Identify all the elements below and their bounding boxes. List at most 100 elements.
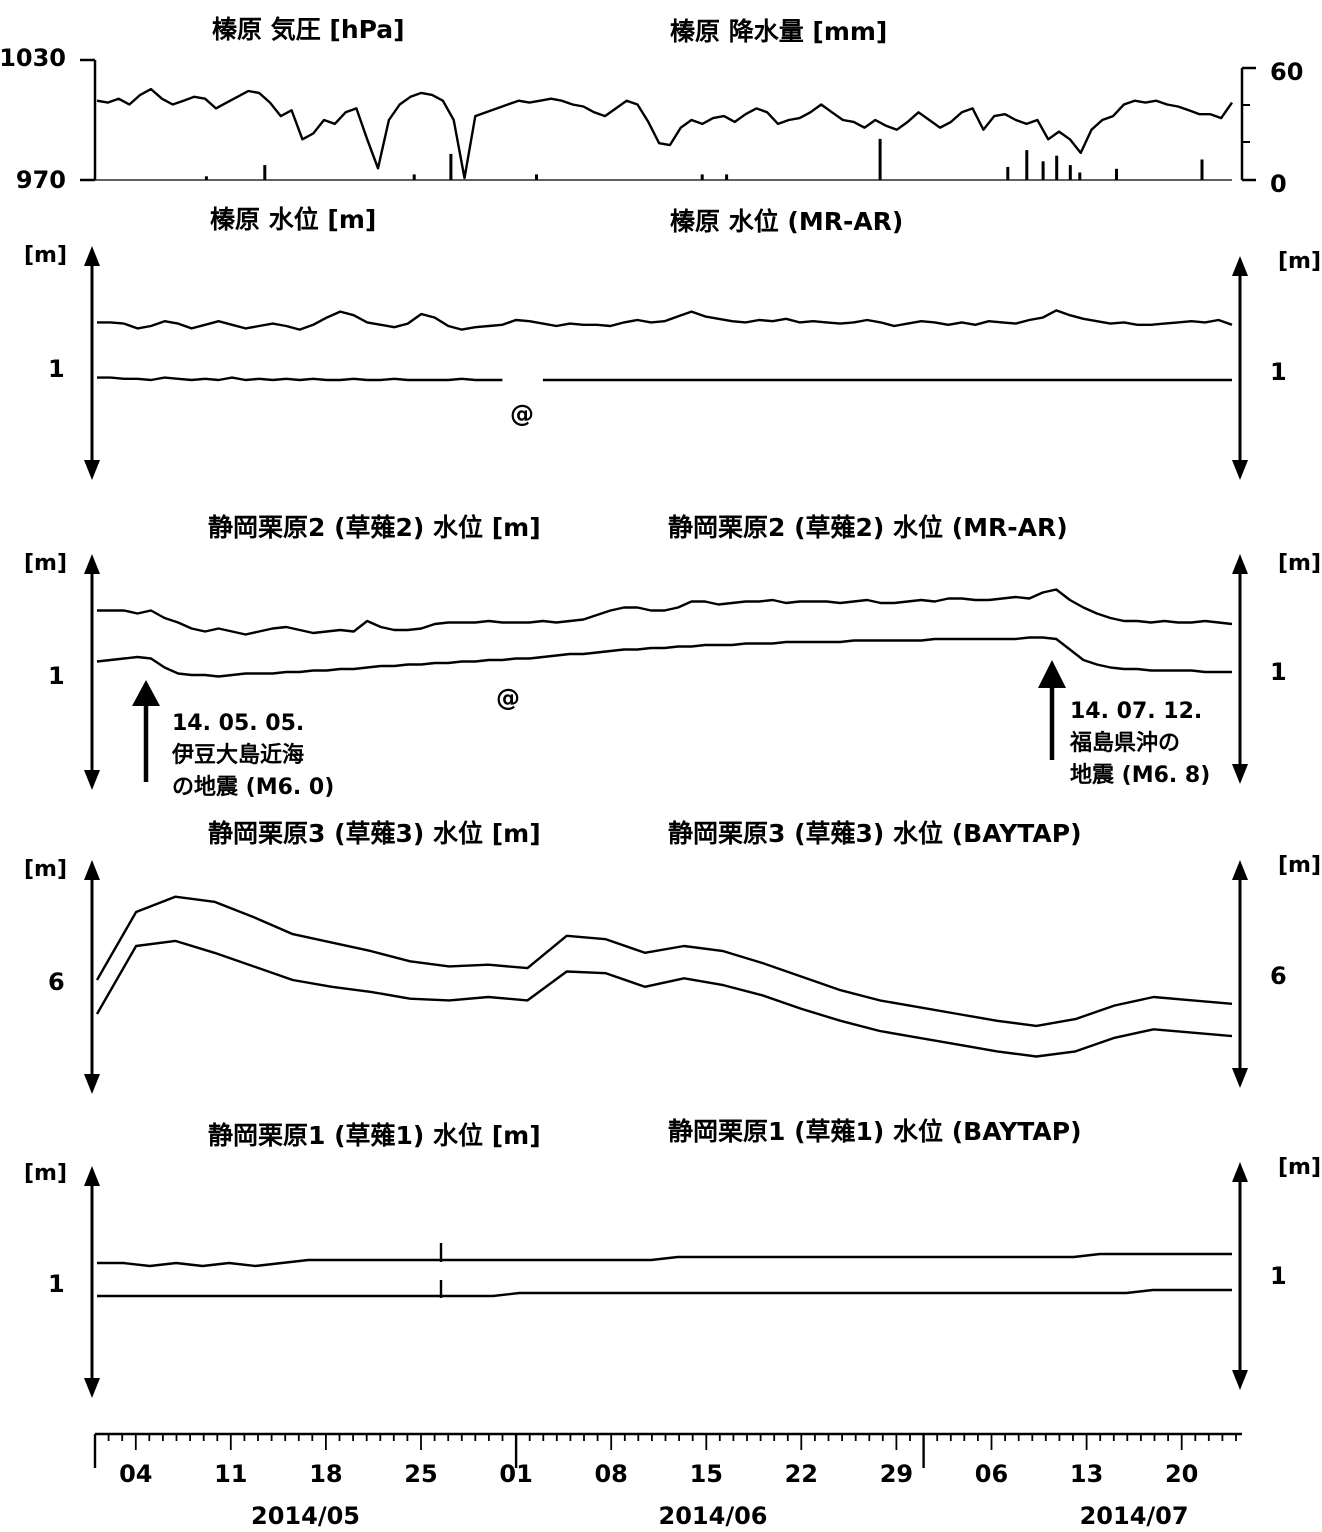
- precip-bar: [1115, 168, 1118, 180]
- izu-quake-magnitude: の地震 (M6. 0): [172, 775, 334, 800]
- izu-quake-date: 14. 05. 05.: [172, 711, 304, 736]
- month-label: 2014/05: [251, 1502, 360, 1530]
- month-label: 2014/07: [1080, 1502, 1189, 1530]
- kurihara3-water-level-line: [95, 895, 1233, 1028]
- day-tick-label: 22: [785, 1460, 818, 1488]
- precip-bar: [1200, 159, 1204, 180]
- precip-tick-bottom: 0: [1270, 170, 1287, 198]
- day-tick-label: 04: [119, 1460, 152, 1488]
- earthquake-annotation-izu: 14. 05. 05. 伊豆大島近海 の地震 (M6. 0): [132, 680, 334, 800]
- panel-3-tick-right: 1: [1270, 658, 1287, 686]
- panel-haibara-water: 榛原 水位 [m] 榛原 水位 (MR-AR) [m] [m] 1 1 @: [24, 205, 1321, 480]
- panel-kurihara3: 静岡栗原3 (草薙3) 水位 [m] 静岡栗原3 (草薙3) 水位 (BAYTA…: [24, 819, 1321, 1094]
- panel-4-arrow-left: [84, 860, 100, 1094]
- haibara-water-level-mrar-line: [97, 376, 1232, 382]
- kurihara1-water-level-line: [97, 1252, 1232, 1268]
- panel-4-tick-right: 6: [1270, 962, 1287, 990]
- panel-3-arrow-right: [1232, 554, 1248, 784]
- panel-3-arrow-left: [84, 554, 100, 790]
- panel-2-tick-left: 1: [48, 355, 65, 383]
- day-tick-label: 25: [404, 1460, 437, 1488]
- kurihara2-water-level-mrar-line: [96, 636, 1232, 678]
- precipitation-bars: [204, 138, 1204, 180]
- precip-bar: [412, 174, 416, 180]
- panel-kurihara2: 静岡栗原2 (草薙2) 水位 [m] 静岡栗原2 (草薙2) 水位 (MR-AR…: [24, 513, 1321, 800]
- panel-2-title-left: 榛原 水位 [m]: [210, 205, 376, 234]
- panel-pressure-precip: 榛原 気圧 [hPa] 榛原 降水量 [mm] 1030 970 60 0: [0, 15, 1303, 198]
- panel-2-unit-left: [m]: [24, 243, 67, 268]
- precip-bar: [1078, 172, 1082, 180]
- time-axis-ticks: [93, 1434, 1237, 1468]
- panel-5-unit-right: [m]: [1278, 1155, 1321, 1180]
- panel-5-tick-left: 1: [48, 1270, 65, 1298]
- day-tick-label: 08: [594, 1460, 627, 1488]
- fukushima-quake-place: 福島県沖の: [1069, 730, 1180, 756]
- precip-bar: [1041, 161, 1045, 180]
- izu-quake-place: 伊豆大島近海: [171, 742, 304, 768]
- pressure-line: [96, 87, 1233, 180]
- precip-bar: [449, 153, 453, 180]
- panel-5-arrow-right: [1232, 1162, 1248, 1390]
- panel-5-arrow-left: [84, 1166, 100, 1398]
- precip-tick-top: 60: [1270, 58, 1303, 86]
- day-tick-label: 29: [880, 1460, 913, 1488]
- panel-1-title-left: 榛原 気圧 [hPa]: [212, 15, 405, 44]
- haibara-water-level-line: [97, 309, 1233, 331]
- panel-4-unit-left: [m]: [24, 857, 67, 882]
- panel-2-arrow-left: [84, 246, 100, 480]
- kurihara2-water-level-line: [97, 588, 1233, 636]
- time-axis: 04 11 18 25 01 08 15 22 29 06 13 20 2014/05 2014/06 2…: [93, 1432, 1242, 1530]
- day-tick-label: 20: [1165, 1460, 1198, 1488]
- day-tick-label: 06: [975, 1460, 1008, 1488]
- fukushima-quake-date: 14. 07. 12.: [1070, 699, 1202, 724]
- panel-4-title-left: 静岡栗原3 (草薙3) 水位 [m]: [208, 819, 541, 848]
- time-axis-day-labels: 04 11 18 25 01 08 15 22 29 06 13 20: [119, 1460, 1198, 1488]
- precip-bar: [700, 174, 704, 180]
- panel-4-unit-right: [m]: [1278, 853, 1321, 878]
- panel-2-title-right: 榛原 水位 (MR-AR): [670, 207, 903, 236]
- panel-5-title-right: 静岡栗原1 (草薙1) 水位 (BAYTAP): [668, 1117, 1082, 1146]
- earthquake-annotation-fukushima: 14. 07. 12. 福島県沖の 地震 (M6. 8): [1038, 660, 1210, 788]
- panel-4-title-right: 静岡栗原3 (草薙3) 水位 (BAYTAP): [668, 819, 1082, 848]
- panel-2-tick-right: 1: [1270, 358, 1287, 386]
- precip-bar: [1006, 166, 1010, 180]
- panel-4-arrow-right: [1232, 860, 1248, 1088]
- panel-3-gap-marker: @: [496, 684, 520, 712]
- precip-bar: [1025, 150, 1029, 180]
- pressure-tick-top: 1030: [0, 44, 66, 72]
- panel-4-tick-left: 6: [48, 968, 65, 996]
- precip-bar: [1068, 165, 1072, 180]
- precip-bar: [535, 174, 538, 180]
- kurihara1-water-level-baytap-line: [97, 1288, 1232, 1298]
- panel-2-gap-marker: @: [510, 400, 534, 428]
- precip-bar: [204, 176, 208, 180]
- day-tick-label: 13: [1070, 1460, 1103, 1488]
- day-tick-label: 01: [499, 1460, 532, 1488]
- panel-3-title-left: 静岡栗原2 (草薙2) 水位 [m]: [208, 513, 541, 542]
- panel-3-tick-left: 1: [48, 662, 65, 690]
- panel-2-unit-right: [m]: [1278, 249, 1321, 274]
- panel-5-unit-left: [m]: [24, 1161, 67, 1186]
- day-tick-label: 18: [309, 1460, 342, 1488]
- fukushima-quake-magnitude: 地震 (M6. 8): [1070, 763, 1210, 788]
- panel-2-arrow-right: [1232, 256, 1248, 480]
- precip-bar: [1055, 155, 1059, 180]
- panel-3-unit-left: [m]: [24, 551, 67, 576]
- month-label: 2014/06: [659, 1502, 768, 1530]
- precip-bar: [878, 138, 882, 180]
- precip-bar: [263, 165, 267, 180]
- earthquake-arrow-fukushima: [1038, 660, 1066, 688]
- panel-5-title-left: 静岡栗原1 (草薙1) 水位 [m]: [208, 1121, 541, 1150]
- day-tick-label: 11: [214, 1460, 247, 1488]
- earthquake-arrow-izu: [132, 680, 160, 706]
- panel-kurihara1: 静岡栗原1 (草薙1) 水位 [m] 静岡栗原1 (草薙1) 水位 (BAYTA…: [24, 1117, 1321, 1398]
- day-tick-label: 15: [690, 1460, 723, 1488]
- panel-3-title-right: 静岡栗原2 (草薙2) 水位 (MR-AR): [668, 513, 1068, 542]
- time-axis-month-labels: 2014/05 2014/06 2014/07: [251, 1502, 1189, 1530]
- panel-5-tick-right: 1: [1270, 1262, 1287, 1290]
- pressure-tick-bottom: 970: [16, 166, 66, 194]
- panel-1-title-right: 榛原 降水量 [mm]: [670, 17, 887, 46]
- kurihara3-water-level-baytap-line: [95, 939, 1233, 1058]
- precip-bar: [725, 174, 729, 180]
